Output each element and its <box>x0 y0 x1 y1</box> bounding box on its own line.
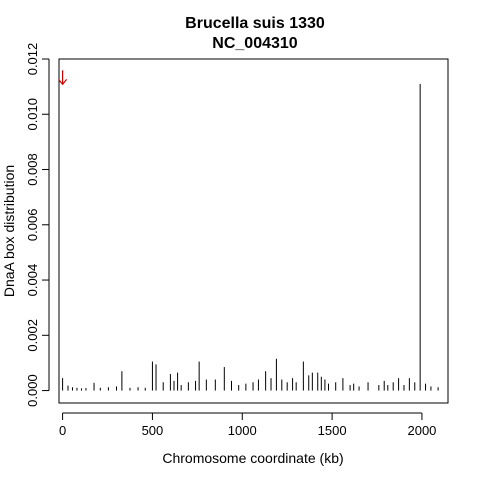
y-tick-label: 0.008 <box>25 153 40 186</box>
y-axis: 0.000 0.002 0.004 0.006 0.008 0.010 0.012 <box>25 43 50 407</box>
chart-title-line1: Brucella suis 1330 <box>185 15 325 32</box>
bars-group <box>62 83 439 391</box>
x-tick-label: 1500 <box>318 423 347 438</box>
x-tick-label: 0 <box>59 423 66 438</box>
arrow-head <box>58 78 68 86</box>
origin-arrow-marker <box>58 70 68 86</box>
y-tick-label: 0.004 <box>25 264 40 297</box>
x-axis-label: Chromosome coordinate (kb) <box>162 450 343 466</box>
chart-title-line2: NC_004310 <box>212 35 298 52</box>
y-tick-label: 0.002 <box>25 319 40 352</box>
y-axis-label: DnaA box distribution <box>1 165 17 297</box>
x-tick-label: 2000 <box>407 423 436 438</box>
y-tick-label: 0.000 <box>25 374 40 407</box>
y-tick-label: 0.012 <box>25 43 40 76</box>
y-tick-label: 0.010 <box>25 98 40 131</box>
x-tick-label: 500 <box>142 423 164 438</box>
y-tick-label: 0.006 <box>25 209 40 242</box>
x-axis: 0 500 1000 1500 2000 <box>59 412 436 438</box>
x-tick-label: 1000 <box>228 423 257 438</box>
plot-area-frame <box>58 58 449 404</box>
